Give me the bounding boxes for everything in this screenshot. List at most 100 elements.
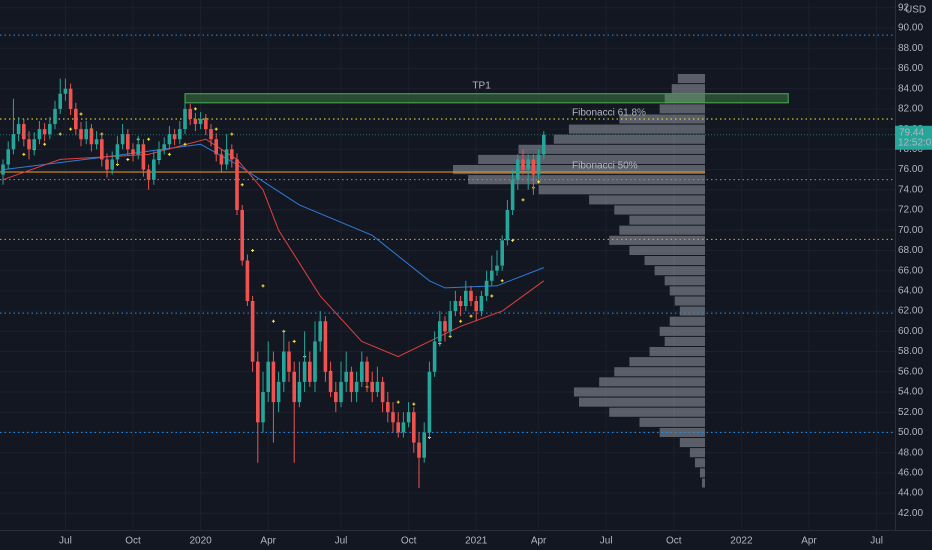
x-tick-label: Jul [870, 536, 883, 547]
candle-body [115, 144, 120, 160]
level-label: Fibonacci 61.8% [572, 108, 646, 119]
candle-body [328, 371, 333, 392]
sar-dot [396, 400, 400, 404]
candle-body [183, 108, 187, 130]
candle-body [297, 381, 302, 403]
sar-dot [537, 180, 541, 184]
candle-body [542, 134, 546, 155]
candle-body [245, 260, 250, 301]
sar-dot [183, 142, 187, 146]
candle-body [110, 159, 115, 170]
y-tick-label: 58.00 [898, 346, 923, 357]
x-tick-label: Apr [260, 536, 276, 547]
y-tick-label: 56.00 [898, 366, 923, 377]
x-tick-label: Jul [59, 536, 72, 547]
candle-body [84, 129, 89, 140]
candle-body [74, 108, 78, 130]
volume-profile-bar [664, 94, 705, 104]
candle-body [438, 321, 442, 342]
candle-body [391, 412, 395, 423]
x-tick-label: Oct [666, 536, 682, 547]
volume-profile-bar [614, 367, 705, 377]
volume-profile-bar [689, 448, 705, 458]
candle-body [474, 300, 479, 312]
volume-profile-bar [677, 74, 705, 84]
candle-body [344, 371, 349, 382]
sar-dot [167, 152, 171, 156]
sar-dot [459, 319, 463, 323]
volume-profile-bar [478, 154, 705, 165]
y-tick-label: 76.00 [898, 164, 923, 175]
volume-profile-bar [669, 286, 705, 296]
candle-body [282, 351, 286, 382]
volume-profile-bar [579, 397, 705, 407]
x-tick-label: Jul [600, 536, 613, 547]
sar-dot [251, 248, 255, 252]
y-tick-label: 64.00 [898, 286, 923, 297]
volume-profile-bar [609, 407, 705, 417]
volume-profile-bar [599, 377, 705, 387]
x-tick-label: Apr [531, 536, 547, 547]
candle-body [100, 139, 104, 160]
volume-profile-bar [669, 316, 705, 326]
volume-profile-bar [589, 195, 705, 205]
candle-body [94, 139, 99, 145]
x-tick-label: Jul [335, 536, 348, 547]
candle-body [1, 164, 5, 175]
candle-body [167, 134, 172, 145]
candle-body [406, 412, 411, 423]
candle-body [89, 129, 94, 145]
volume-profile-bar [699, 468, 705, 478]
candle-body [11, 134, 16, 150]
candle-body [178, 129, 182, 140]
candle-body [214, 139, 219, 155]
candle-body [105, 159, 109, 170]
y-tick-label: 52.00 [898, 407, 923, 418]
candle-body [198, 119, 203, 125]
candle-body [432, 341, 437, 372]
volume-profile-bar [679, 306, 705, 316]
volume-profile-bar [649, 346, 705, 357]
candle-body [42, 129, 47, 135]
candle-body [162, 144, 167, 150]
candle-body [308, 361, 312, 382]
volume-profile-bar [614, 205, 705, 215]
candle-body [276, 381, 281, 403]
volume-profile-bar [629, 215, 705, 225]
volume-profile-bar [644, 255, 705, 266]
zone-label: TP1 [472, 80, 491, 91]
volume-profile-bar [671, 84, 705, 94]
candle-body [32, 139, 37, 150]
y-tick-label: 60.00 [898, 326, 923, 337]
candle-body [500, 240, 505, 266]
candle-body [334, 391, 338, 403]
candle-body [510, 179, 515, 210]
candle-body [63, 88, 68, 94]
sar-dot [79, 112, 83, 116]
candle-body [526, 159, 531, 170]
candle-body [204, 119, 208, 130]
volume-profile-bar [453, 165, 705, 175]
x-tick-label: 2022 [730, 536, 753, 547]
last-price-tag [895, 125, 932, 150]
candle-body [469, 290, 473, 301]
x-tick-label: Oct [125, 536, 141, 547]
candle-body [235, 159, 239, 210]
candle-body [443, 321, 447, 332]
plot-area: TP1 [0, 34, 895, 489]
candle-body [495, 265, 499, 271]
volume-profile-bar [664, 276, 705, 286]
y-tick-label: 44.00 [898, 488, 923, 499]
candle-body [380, 381, 385, 403]
volume-profile-bar [664, 336, 705, 346]
y-tick-label: 82.00 [898, 104, 923, 115]
volume-profile-bar [568, 124, 705, 134]
sar-dot [511, 238, 515, 242]
candle-body [224, 149, 229, 165]
candle-body [261, 391, 265, 423]
sar-dot [43, 142, 47, 146]
x-tick-label: Oct [401, 536, 417, 547]
candle-body [375, 381, 380, 392]
